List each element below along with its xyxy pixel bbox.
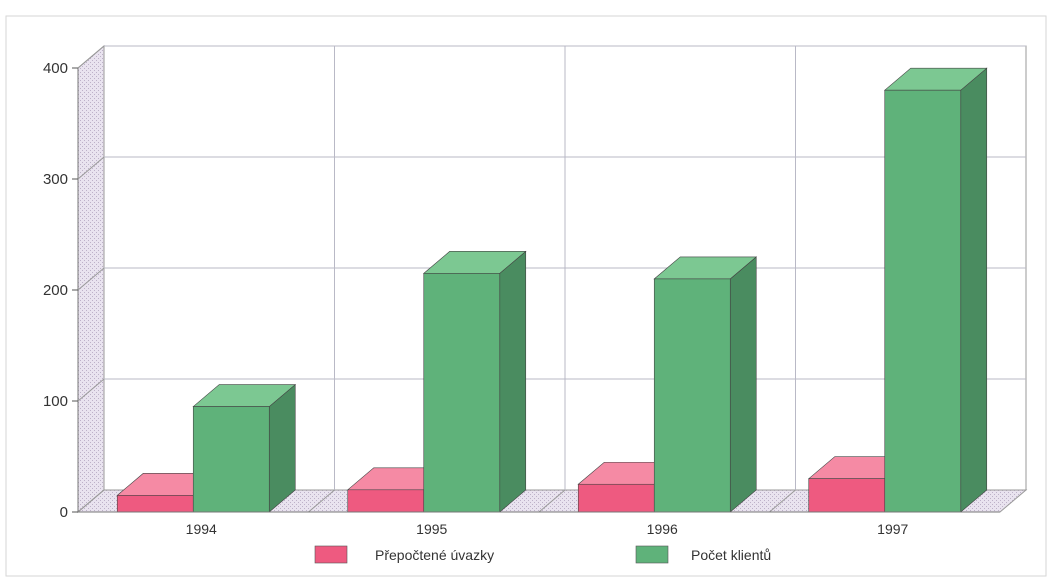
x-category-label-1995: 1995 xyxy=(416,521,447,537)
chart-border xyxy=(5,15,1047,577)
y-axis-ticks: 0 100 200 300 400 xyxy=(43,60,78,521)
y-tick-label: 0 xyxy=(60,504,68,521)
side-grid-line xyxy=(77,378,105,402)
legend-label-pocet-klientu: Počet klientů xyxy=(691,547,771,563)
x-category-label-1996: 1996 xyxy=(647,521,678,537)
bar-front xyxy=(116,495,194,513)
side-grid-line xyxy=(77,45,105,69)
side-grid-line xyxy=(77,267,105,291)
legend: Přepočtené úvazky Počet klientů xyxy=(314,545,771,564)
side-grid-line xyxy=(77,156,105,180)
y-tick-label: 400 xyxy=(43,60,68,77)
bar-front xyxy=(192,406,270,513)
bar-pocet-klientu-1994 xyxy=(192,383,297,513)
floor-divider xyxy=(538,489,566,513)
bar-side xyxy=(960,67,988,513)
x-category-label-1994: 1994 xyxy=(186,521,217,537)
legend-swatch-prepoctene-uvazky xyxy=(314,545,348,564)
bar-front xyxy=(653,278,731,513)
bar-front xyxy=(347,489,425,513)
side-grid-line xyxy=(77,489,105,513)
x-category-label-1997: 1997 xyxy=(877,521,908,537)
bar-front xyxy=(423,273,501,513)
floor-divider xyxy=(308,489,335,513)
bar-front xyxy=(808,478,886,513)
bar-front xyxy=(884,89,962,513)
y-tick-label: 300 xyxy=(43,171,68,188)
bar-side xyxy=(499,250,527,513)
bar-side xyxy=(729,256,757,513)
y-tick-label: 100 xyxy=(43,393,68,410)
frame xyxy=(5,15,1047,577)
x-axis-categories: 1994 1995 1996 1997 xyxy=(78,511,1000,537)
floor-divider xyxy=(769,489,796,513)
bar-side xyxy=(268,383,296,513)
bars xyxy=(116,67,988,513)
bar-pocet-klientu-1995 xyxy=(422,250,527,513)
gridlines xyxy=(77,45,1026,513)
bar-pocet-klientu-1997 xyxy=(883,67,988,513)
y-tick-label: 200 xyxy=(43,282,68,299)
bar-pocet-klientu-1996 xyxy=(653,256,758,513)
bar-front xyxy=(577,483,655,513)
legend-label-prepoctene-uvazky: Přepočtené úvazky xyxy=(375,547,494,563)
legend-swatch-pocet-klientu xyxy=(635,545,669,564)
